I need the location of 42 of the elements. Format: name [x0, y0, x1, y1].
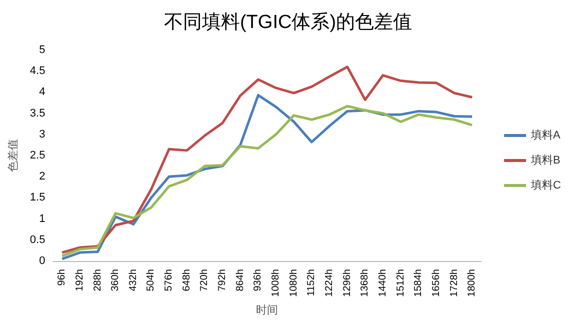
x-tick-label: 1368h — [360, 269, 371, 297]
x-tick-label: 864h — [234, 269, 246, 292]
x-tick-label: 936h — [252, 269, 264, 292]
y-tick-label: 0 — [39, 255, 46, 267]
legend-label: 填料B — [530, 154, 560, 166]
x-tick-label: 1008h — [270, 269, 282, 297]
y-tick-label: 1.5 — [30, 192, 46, 204]
x-tick-label: 720h — [199, 269, 210, 292]
x-tick-label: 1656h — [430, 269, 442, 297]
line-series — [60, 66, 474, 254]
y-tick-label: 2 — [39, 170, 46, 183]
x-tick-label: 504h — [146, 269, 157, 292]
legend-label: 填料C — [530, 178, 562, 192]
y-tick-label: 0.5 — [30, 234, 46, 246]
x-tick-label: 360h — [110, 269, 122, 292]
x-tick-label: 1728h — [448, 269, 460, 297]
y-tick-label: 1 — [39, 212, 46, 225]
chart-title: 不同填料(TGIC体系)的色差值 — [164, 12, 412, 33]
x-axis-title: 时间 — [256, 304, 278, 316]
y-tick-label: 4.5 — [30, 65, 46, 78]
x-tick-label: 96h — [56, 269, 68, 286]
x-tick-label: 792h — [217, 269, 228, 292]
x-tick-label: 432h — [128, 269, 139, 292]
x-tick-label: 576h — [164, 269, 175, 292]
x-tick-label: 288h — [92, 269, 104, 292]
x-tick-label: 648h — [181, 269, 192, 292]
x-tick-label: 192h — [74, 269, 86, 292]
legend-label: 填料A — [530, 128, 562, 142]
x-tick-label: 1152h — [306, 269, 318, 296]
x-tick-label: 1800h — [466, 269, 478, 297]
y-tick-label: 2.5 — [30, 150, 46, 162]
y-tick-label: 3.5 — [30, 107, 46, 120]
y-tick-label: 4 — [39, 86, 46, 98]
y-tick-label: 5 — [39, 44, 46, 56]
x-tick-label: 1440h — [377, 269, 388, 297]
x-tick-label: 1296h — [342, 269, 353, 297]
y-tick-label: 3 — [39, 128, 46, 140]
x-tick-label: 1584h — [413, 269, 424, 297]
y-axis-title: 色差值 — [8, 139, 20, 172]
x-tick-label: 1224h — [324, 269, 335, 297]
x-tick-label: 1512h — [395, 269, 406, 297]
x-tick-label: 1080h — [288, 269, 300, 297]
